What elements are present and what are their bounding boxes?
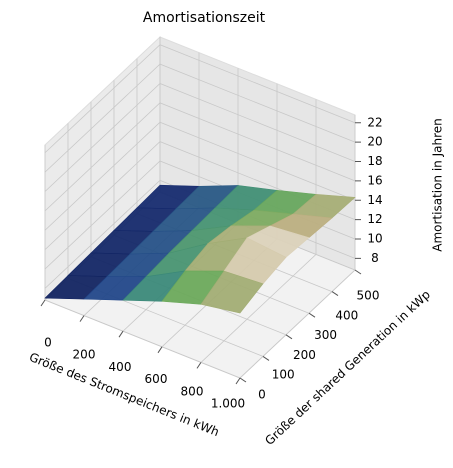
chart-title: Amortisationszeit: [143, 10, 266, 26]
x-tick-label: 200: [73, 348, 96, 362]
y-tick: [308, 312, 316, 318]
x-tick-label: 600: [145, 372, 168, 386]
y-tick: [354, 269, 362, 275]
surface-patch: [200, 270, 264, 314]
z-tick-label: 14: [367, 193, 382, 207]
x-tick-label: 1.000: [211, 397, 245, 411]
x-tick-label: 0: [44, 336, 52, 350]
z-grid-line: [44, 102, 356, 212]
y-tick: [331, 291, 339, 297]
x-tick: [157, 346, 163, 354]
y-tick: [285, 334, 293, 340]
z-tick-label: 18: [367, 154, 382, 168]
z-tick-label: 8: [371, 251, 379, 265]
x-tick: [118, 330, 124, 338]
y-tick-label: 200: [293, 348, 316, 362]
x-tick: [79, 315, 85, 322]
z-grid-line: [44, 63, 356, 173]
y-tick-label: 500: [357, 289, 380, 303]
x-tick: [235, 377, 241, 385]
z-grid-line: [44, 121, 356, 231]
z-tick-label: 10: [367, 232, 382, 246]
x-tick: [40, 299, 46, 307]
x-tick-label: 400: [109, 360, 132, 374]
y-tick-label: 300: [314, 328, 337, 342]
x-tick: [196, 362, 202, 369]
z-tick-label: 22: [367, 115, 382, 129]
y-tick-label: 100: [272, 368, 295, 382]
y-tick-label: 400: [335, 308, 358, 322]
x-tick-label: 800: [181, 384, 204, 398]
z-grid-line: [44, 83, 356, 192]
y-tick: [262, 355, 270, 361]
z-grid-line: [44, 44, 356, 154]
z-axis-label: Amortisation in Jahren: [431, 118, 445, 252]
y-tick-label: 0: [258, 388, 266, 402]
z-tick-label: 12: [367, 212, 382, 226]
z-tick-label: 16: [367, 173, 382, 187]
y-tick: [239, 377, 247, 383]
z-tick-label: 20: [367, 135, 382, 149]
